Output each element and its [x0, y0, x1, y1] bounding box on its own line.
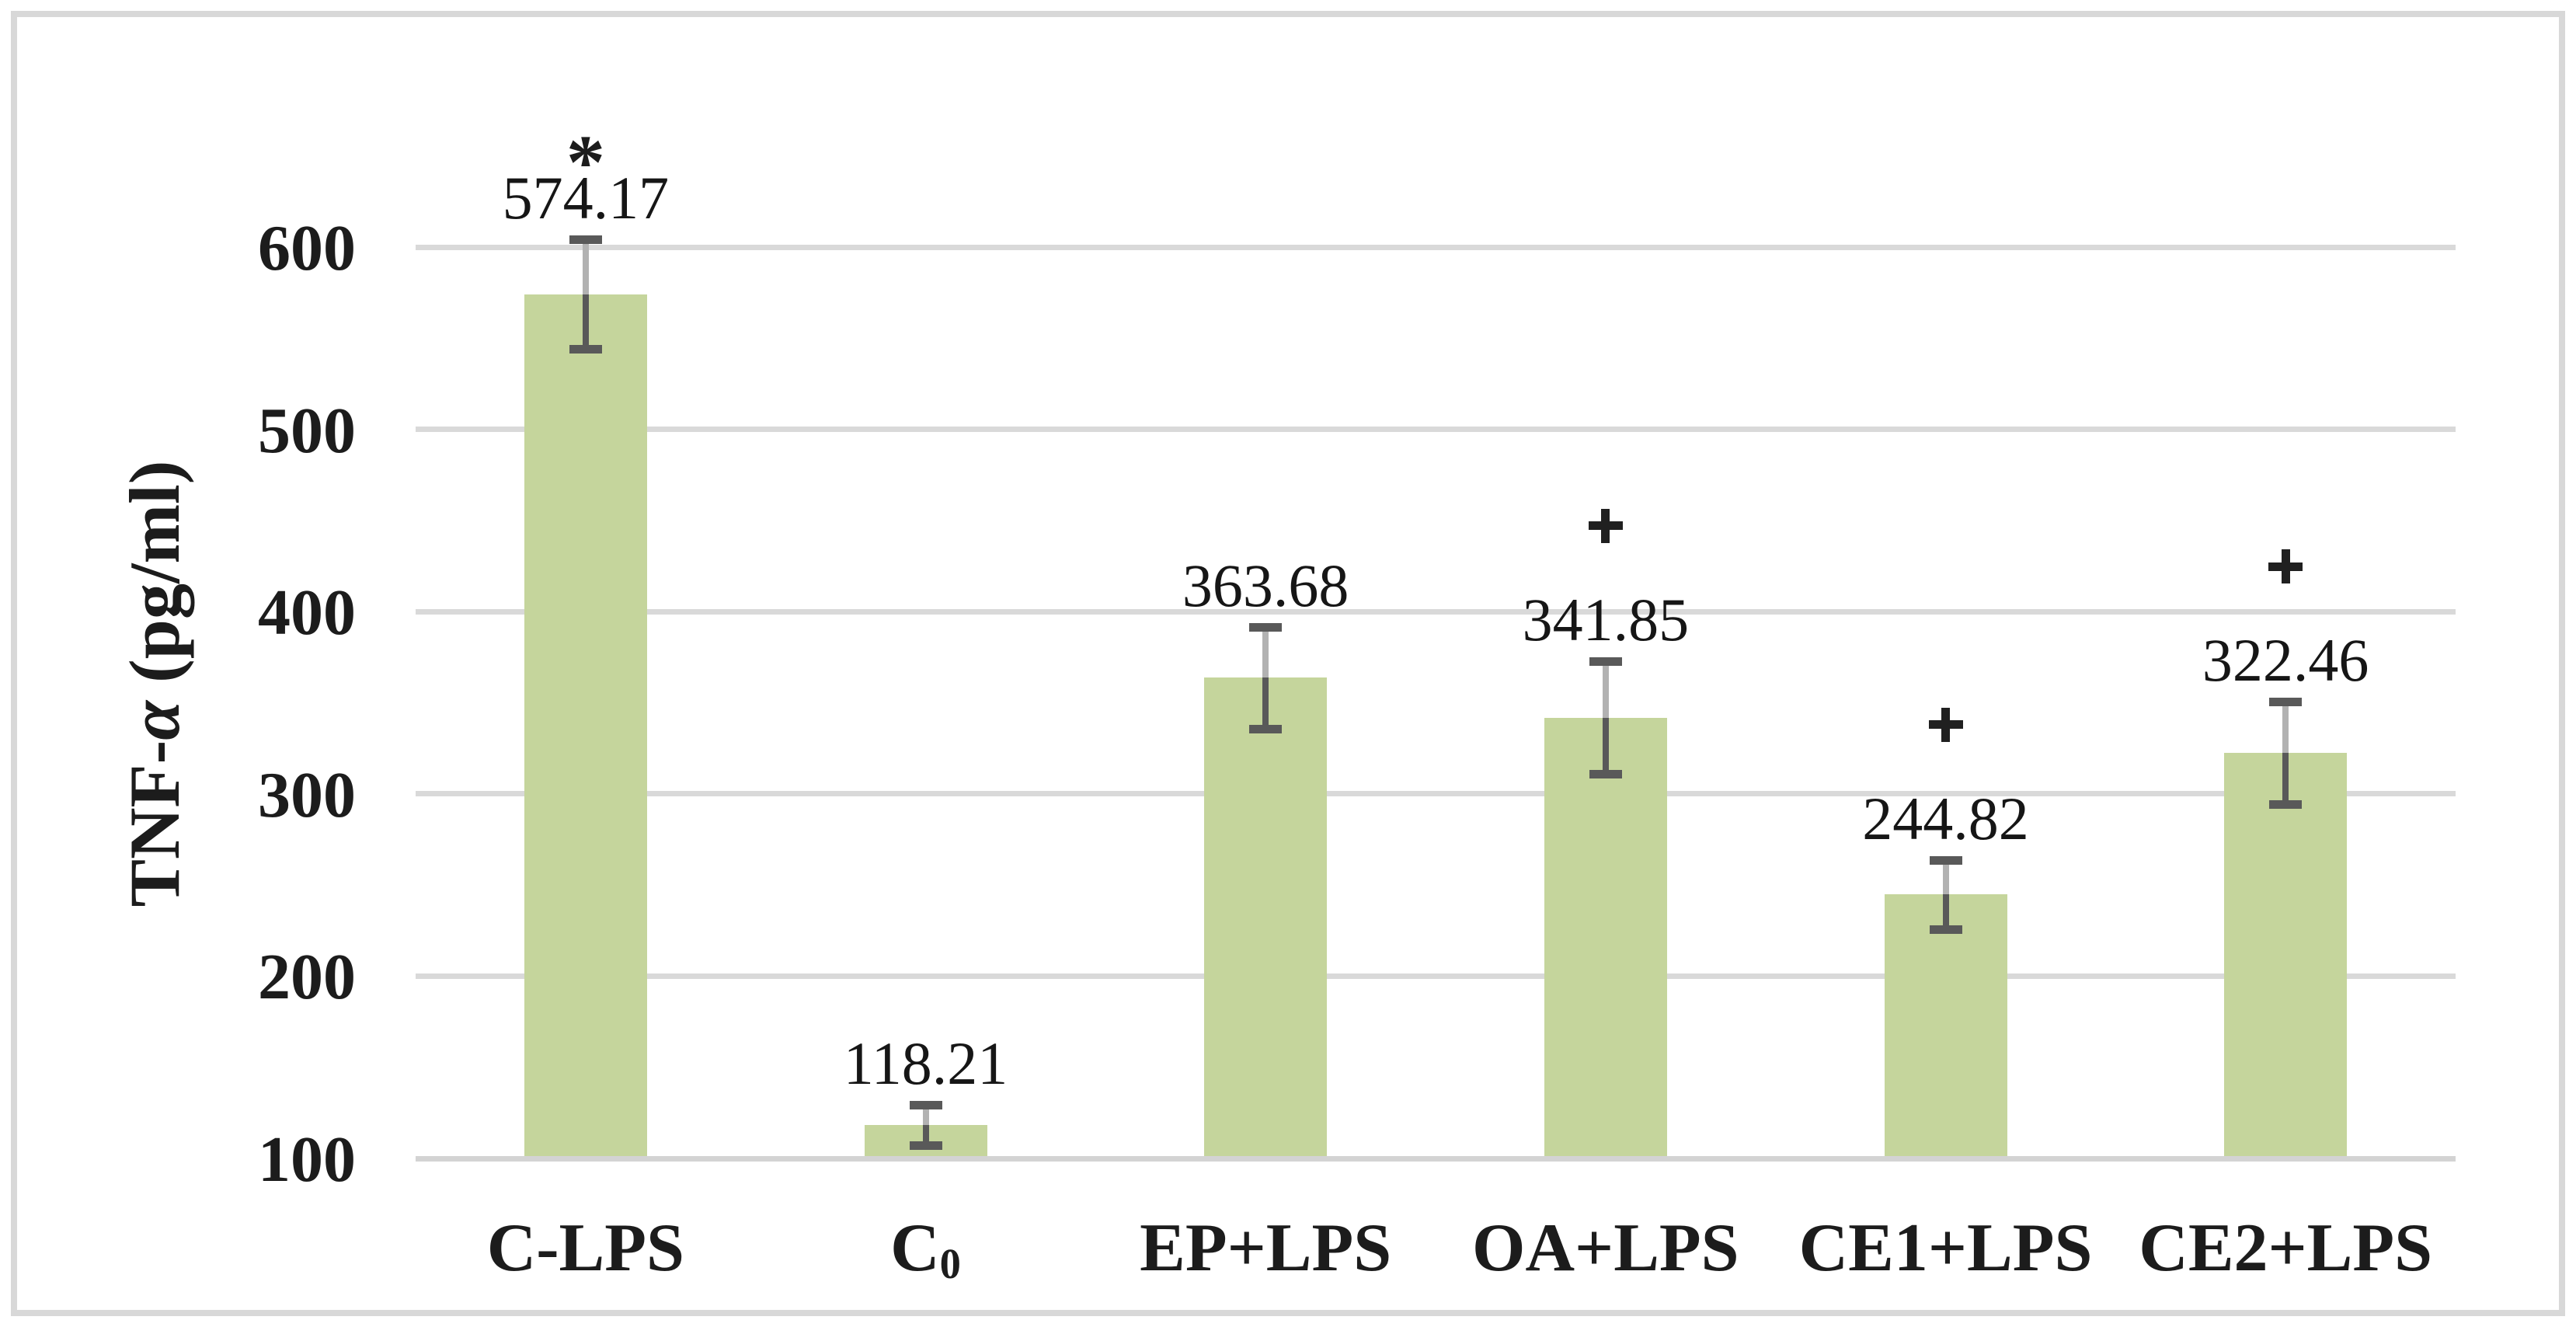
error-bar-cap-top [1589, 657, 1622, 666]
bar [1884, 894, 2007, 1156]
error-bar-cap-top [569, 235, 602, 245]
gridline [416, 427, 2456, 433]
gridline [416, 973, 2456, 979]
gridline [416, 791, 2456, 797]
value-label: 363.68 [1182, 551, 1349, 619]
error-bar-line [1602, 717, 1609, 775]
category-label: C0 [890, 1210, 961, 1287]
error-bar-cap-bottom [1929, 925, 1962, 934]
error-bar-line [1262, 626, 1269, 678]
bar [2224, 753, 2348, 1156]
error-bar-cap-bottom [2269, 799, 2303, 809]
value-label: 322.46 [2202, 626, 2369, 695]
error-bar-cap-bottom [1589, 770, 1622, 779]
value-label: 118.21 [843, 1029, 1008, 1098]
error-bar-cap-top [1249, 622, 1283, 632]
error-bar-line [582, 239, 589, 294]
gridline [416, 608, 2456, 615]
value-label: 574.17 [502, 164, 670, 232]
y-tick-label: 500 [258, 394, 356, 467]
error-bar-cap-bottom [909, 1141, 942, 1151]
error-bar-cap-top [1929, 855, 1962, 865]
y-tick-label: 100 [258, 1123, 356, 1196]
error-bar-line [1602, 660, 1609, 718]
category-label: OA+LPS [1472, 1210, 1739, 1286]
plus-significance-marker [1928, 707, 1963, 742]
y-tick-label: 400 [258, 576, 356, 650]
error-bar-line [922, 1125, 929, 1146]
error-bar-cap-top [2269, 698, 2303, 707]
category-label: C-LPS [486, 1210, 684, 1286]
y-tick-label: 200 [258, 941, 356, 1014]
error-bar-cap-bottom [569, 344, 602, 354]
error-bar-cap-bottom [1249, 725, 1283, 734]
error-bar-line [1942, 859, 1949, 895]
error-bar-line [1262, 677, 1269, 730]
category-label: EP+LPS [1140, 1210, 1392, 1286]
asterisk-significance-marker: * [566, 119, 605, 206]
error-bar-line [2282, 753, 2289, 804]
error-bar-line [1942, 894, 1949, 929]
gridline [416, 244, 2456, 250]
category-label: CE2+LPS [2139, 1210, 2433, 1286]
y-tick-label: 300 [258, 758, 356, 831]
bar [1544, 717, 1667, 1156]
value-label: 244.82 [1862, 784, 2029, 852]
error-bar-cap-top [909, 1101, 942, 1110]
error-bar-line [922, 1105, 929, 1126]
bar [1204, 677, 1328, 1156]
error-bar-line [2282, 702, 2289, 754]
plus-significance-marker [2268, 549, 2303, 584]
bar [524, 294, 647, 1156]
error-bar-line [582, 294, 589, 349]
category-label: CE1+LPS [1798, 1210, 2093, 1286]
y-tick-label: 600 [258, 212, 356, 284]
plus-significance-marker [1588, 508, 1623, 543]
x-axis-line [416, 1156, 2456, 1162]
y-axis-title: TNF-α (pg/ml) [115, 460, 194, 907]
value-label: 341.85 [1522, 585, 1690, 653]
